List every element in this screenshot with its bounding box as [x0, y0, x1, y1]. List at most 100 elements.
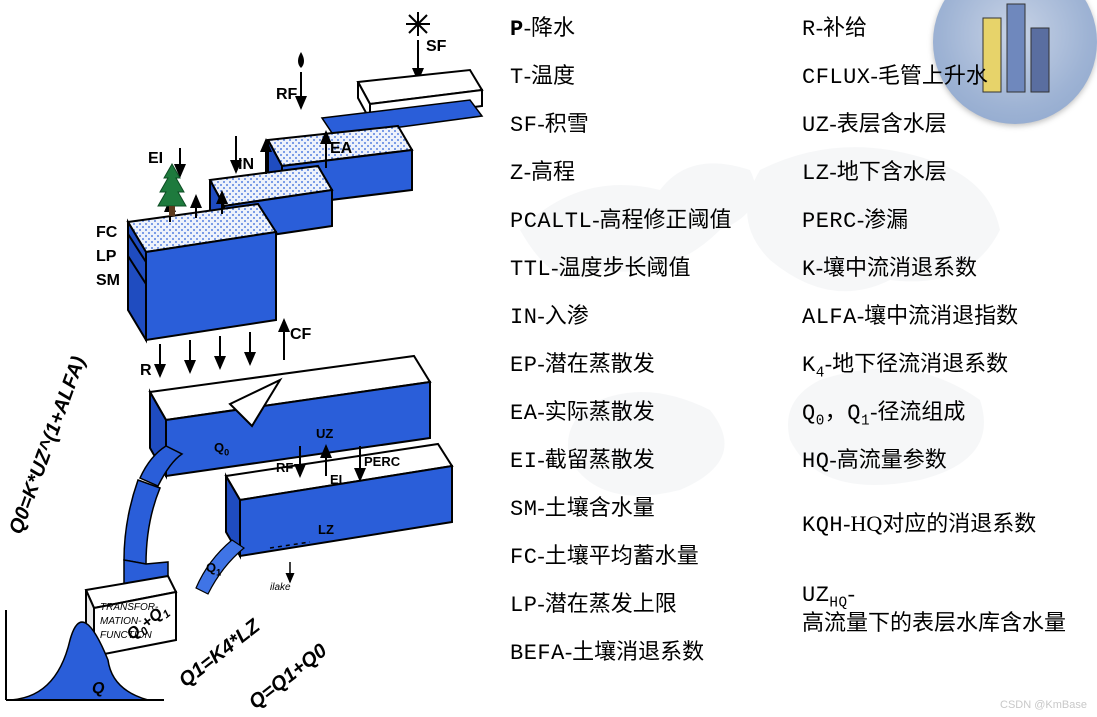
legend-desc: HQ对应的消退系数: [850, 512, 1036, 535]
legend-key: PCALTL: [510, 210, 592, 233]
legend-key: P: [510, 18, 524, 41]
legend-key: UZ: [802, 114, 829, 137]
legend-row-right-11: UZHQ-高流量下的表层水库含水量: [802, 582, 1082, 630]
legend-key: BEFA: [510, 642, 565, 665]
legend-desc: 高流量下的表层水库含水量: [802, 611, 1066, 634]
legend-key: EP: [510, 354, 537, 377]
legend-row-right-4: PERC-渗漏: [802, 208, 1082, 256]
legend-desc: 高程: [531, 160, 575, 183]
transform-line3: FUNCTION: [100, 630, 152, 641]
label-ea: EA: [330, 140, 352, 158]
legend-row-left-13: BEFA-土壤消退系数: [510, 640, 790, 688]
hbv-model-diagram: SF RF EI IN EA FC LP SM CF R UZ Q0 RF EL…: [0, 0, 500, 717]
legend-row-right-7: K4-地下径流消退系数: [802, 352, 1082, 400]
legend-key: CFLUX: [802, 66, 871, 89]
legend-column-2: R-补给CFLUX-毛管上升水UZ-表层含水层LZ-地下含水层PERC-渗漏K-…: [802, 16, 1082, 688]
eq-qtot: Q=Q1+Q0: [245, 640, 332, 715]
legend-key: EI: [510, 450, 537, 473]
legend-desc: 壤中流消退指数: [864, 304, 1018, 327]
legend-key: LZ: [802, 162, 829, 185]
legend-desc: 土壤平均蓄水量: [545, 544, 699, 567]
legend-desc: 潜在蒸散发: [545, 352, 655, 375]
transform-line2: MATION-: [100, 616, 141, 627]
legend-desc: 渗漏: [864, 208, 908, 231]
label-ilake: ilake: [270, 582, 291, 593]
legend-key: IN: [510, 306, 537, 329]
legend-key: EA: [510, 402, 537, 425]
legend-key: R: [802, 18, 816, 41]
label-q1: Q1: [206, 560, 221, 578]
legend-key: SF: [510, 114, 537, 137]
legend-row-right-5: K-壤中流消退系数: [802, 256, 1082, 304]
label-q0: Q0: [214, 440, 229, 458]
legend-desc: 积雪: [545, 112, 589, 135]
legend-key: K: [802, 258, 816, 281]
legend-key: Z: [510, 162, 524, 185]
legend-row-left-4: PCALTL-高程修正阈值: [510, 208, 790, 256]
transform-line1: TRANSFOR-: [100, 602, 158, 613]
legend-desc: 地下径流消退系数: [832, 352, 1008, 375]
legend-row-left-12: LP-潜在蒸发上限: [510, 592, 790, 640]
label-lz: LZ: [318, 522, 334, 537]
legend-row-right-1: CFLUX-毛管上升水: [802, 64, 1082, 112]
legend-desc: 毛管上升水: [878, 64, 988, 87]
legend-key: Q0，Q1: [802, 402, 870, 429]
legend-desc: 截留蒸散发: [545, 448, 655, 471]
label-perc: PERC: [364, 454, 400, 469]
legend-row-left-10: SM-土壤含水量: [510, 496, 790, 544]
label-rf: RF: [276, 86, 297, 104]
label-sm: SM: [96, 272, 120, 290]
legend-desc: 潜在蒸发上限: [545, 592, 677, 615]
legend-key: ALFA: [802, 306, 857, 329]
legend-row-left-7: EP-潜在蒸散发: [510, 352, 790, 400]
legend-desc: 径流组成: [877, 400, 965, 423]
legend-key: HQ: [802, 450, 829, 473]
legend-desc: 温度步长阈值: [558, 256, 690, 279]
legend-desc: 实际蒸散发: [545, 400, 655, 423]
legend-desc: 地下含水层: [837, 160, 947, 183]
label-rf2: RF: [276, 460, 293, 475]
legend-key: PERC: [802, 210, 857, 233]
legend-row-left-0: P-降水: [510, 16, 790, 64]
legend-row-right-2: UZ-表层含水层: [802, 112, 1082, 160]
tree-icon: [152, 162, 192, 218]
legend-desc: 壤中流消退系数: [823, 256, 977, 279]
legend-row-left-9: EI-截留蒸散发: [510, 448, 790, 496]
eq-qsum-stream: Q0+Q1: [124, 601, 173, 646]
label-sf: SF: [426, 38, 446, 56]
legend-column-1: P-降水T-温度SF-积雪Z-高程PCALTL-高程修正阈值TTL-温度步长阈值…: [510, 16, 790, 688]
legend-row-left-5: TTL-温度步长阈值: [510, 256, 790, 304]
legend-key: T: [510, 66, 524, 89]
label-fc: FC: [96, 224, 117, 242]
legend-key: K4: [802, 354, 825, 381]
legend-row-left-3: Z-高程: [510, 160, 790, 208]
eq-q0: Q0=K*UZ^(1+ALFA): [5, 354, 91, 538]
legend-key: TTL: [510, 258, 551, 281]
label-q-hydrograph: Q: [92, 680, 104, 698]
label-lp: LP: [96, 248, 116, 266]
label-cf: CF: [290, 326, 311, 344]
legend-row-right-6: ALFA-壤中流消退指数: [802, 304, 1082, 352]
legend-desc: 高流量参数: [837, 448, 947, 471]
legend-desc: 补给: [823, 16, 867, 39]
legend-desc: 温度: [531, 64, 575, 87]
legend-key: FC: [510, 546, 537, 569]
legend-row-left-11: FC-土壤平均蓄水量: [510, 544, 790, 592]
legend-key: UZHQ: [802, 584, 848, 611]
legend-row-left-2: SF-积雪: [510, 112, 790, 160]
label-r: R: [140, 362, 152, 380]
label-el: EL: [330, 472, 347, 487]
legend-desc: 土壤消退系数: [572, 640, 704, 663]
label-in: IN: [238, 156, 254, 174]
legend-row-right-3: LZ-地下含水层: [802, 160, 1082, 208]
legend-desc: 入渗: [545, 304, 589, 327]
legend-row-left-8: EA-实际蒸散发: [510, 400, 790, 448]
legend-key: KQH: [802, 514, 843, 537]
label-uz: UZ: [316, 426, 333, 441]
credit-text: CSDN @KmBase: [1000, 699, 1087, 711]
legend-key: SM: [510, 498, 537, 521]
legend-row-right-0: R-补给: [802, 16, 1082, 64]
legend-desc: 高程修正阈值: [600, 208, 732, 231]
legend-desc: 表层含水层: [837, 112, 947, 135]
label-ei: EI: [148, 150, 163, 168]
